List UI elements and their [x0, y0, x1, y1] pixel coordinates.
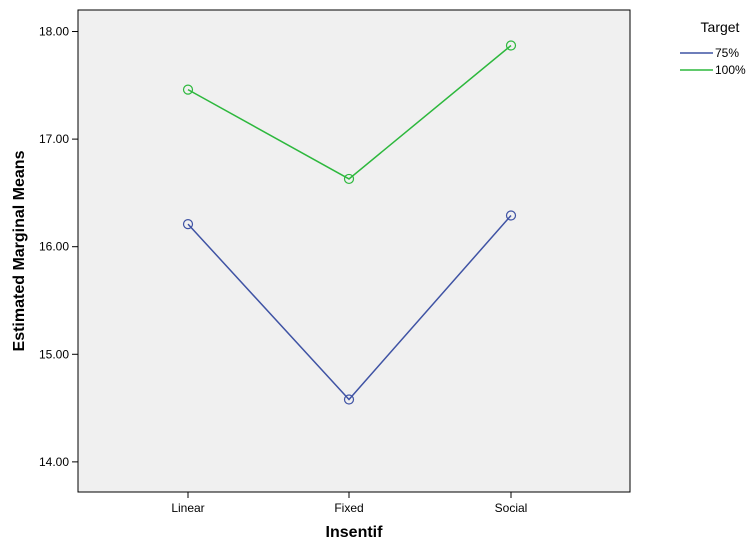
legend-label-100: 100% [715, 63, 746, 77]
data-point [182, 84, 194, 95]
y-axis: 14.00 15.00 16.00 17.00 18.00 [39, 25, 78, 469]
x-tick-label: Fixed [334, 501, 363, 515]
y-tick-label: 14.00 [39, 455, 69, 469]
data-point [343, 394, 355, 405]
series-layer [182, 40, 517, 405]
legend: Target 75% 100% [680, 19, 746, 77]
series-line-75 [187, 214, 512, 401]
x-axis-title: Insentif [326, 524, 384, 541]
data-point [505, 40, 517, 51]
y-tick-label: 16.00 [39, 240, 69, 254]
data-point [505, 210, 517, 221]
y-tick-label: 15.00 [39, 347, 69, 361]
plot-area [77, 9, 631, 493]
data-point [343, 173, 355, 185]
x-tick-label: Social [495, 501, 528, 515]
x-axis: Linear Fixed Social [171, 492, 527, 515]
legend-title: Target [701, 19, 740, 35]
legend-label-75: 75% [715, 46, 739, 60]
data-point [182, 219, 194, 230]
y-axis-title: Estimated Marginal Means [11, 150, 28, 351]
series-line-100 [187, 44, 512, 180]
y-tick-label: 17.00 [39, 132, 69, 146]
y-tick-label: 18.00 [39, 25, 69, 39]
x-tick-label: Linear [171, 501, 204, 515]
